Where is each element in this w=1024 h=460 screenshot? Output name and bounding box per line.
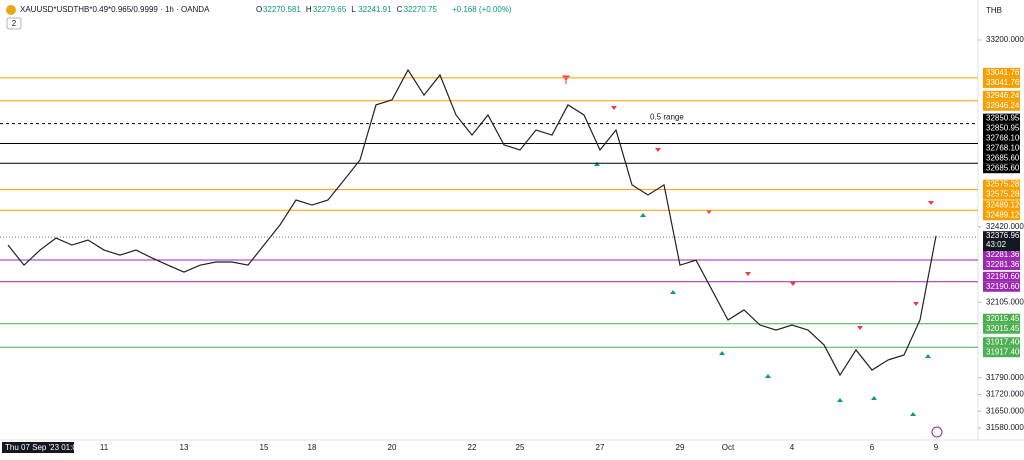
level-label: 32190.606 (986, 272, 1024, 281)
level-label: 32575.286 (986, 190, 1024, 199)
level-label-box (983, 90, 1020, 101)
level-label-box (983, 313, 1020, 324)
level-label: 32946.245 (986, 101, 1024, 110)
level-label-box (983, 189, 1020, 200)
x-tick-label: 13 (180, 443, 189, 452)
y-tick-label: 32420.000 (986, 222, 1024, 231)
x-tick-label: 6 (870, 443, 875, 452)
level-label: 32850.958 (986, 114, 1024, 123)
ohlc-value: 32270.75 (404, 5, 438, 14)
pane-badge[interactable]: 2 (12, 19, 17, 28)
price-line (7, 68, 937, 377)
y-tick-label: 31720.000 (986, 390, 1024, 399)
level-label: 31917.400 (986, 337, 1024, 346)
ohlc-label: H (306, 5, 312, 14)
x-tick-label: 15 (260, 443, 269, 452)
change: +0.168 (+0.00%) (452, 5, 512, 14)
buy-arrows (594, 162, 931, 416)
x-tick-label: 20 (388, 443, 397, 452)
ohlc-values: O 32270.581 H 32279.65 L 32241.91 C 32270.75 (256, 5, 437, 14)
event-marker[interactable] (931, 426, 943, 438)
last-price-label: 32376.963 (986, 231, 1024, 240)
level-label-box (983, 153, 1020, 164)
level-label: 32489.120 (986, 200, 1024, 209)
level-label-box (983, 347, 1020, 358)
level-label: 32489.120 (986, 210, 1024, 219)
level-label-box (983, 200, 1020, 211)
x-tick-label: 27 (596, 443, 605, 452)
level-label-box (983, 250, 1020, 261)
ohlc-value: 32241.91 (358, 5, 392, 14)
x-tick-label: 18 (308, 443, 317, 452)
level-label: 32575.286 (986, 180, 1024, 189)
level-label-box (983, 133, 1020, 144)
level-label-box (983, 260, 1020, 271)
level-note: 0.5 range (650, 113, 684, 122)
x-tick-label: 9 (934, 443, 939, 452)
level-label: 32946.245 (986, 91, 1024, 100)
level-label-box (983, 337, 1020, 348)
symbol-title: XAUUSD*USDTHB*0.49*0.965/0.9999 · 1h · O… (20, 5, 210, 14)
level-label-box (983, 210, 1020, 221)
level-label: 31917.400 (986, 347, 1024, 356)
countdown: 43:02 (986, 240, 1007, 249)
pane-badge-box[interactable] (6, 17, 22, 30)
y-tick-label: 32105.000 (986, 297, 1024, 306)
level-label: 33041.769 (986, 78, 1024, 87)
y-tick-label: 31650.000 (986, 406, 1024, 415)
level-label: 32281.367 (986, 260, 1024, 269)
x-tick-label: 11 (100, 443, 109, 452)
level-label-box (983, 179, 1020, 190)
level-label: 32685.601 (986, 163, 1024, 172)
x-tick-label: 25 (516, 443, 525, 452)
ohlc-value: 32270.581 (263, 5, 301, 14)
level-label: 32850.958 (986, 124, 1024, 133)
level-label-box (983, 271, 1020, 282)
x-tick-label: Oct (722, 443, 735, 452)
sell-arrows (562, 75, 934, 330)
ohlc-label: L (351, 5, 356, 14)
currency: THB (986, 6, 1002, 15)
x-label-box (2, 442, 74, 453)
level-label: 32015.451 (986, 314, 1024, 323)
level-label: 32768.100 (986, 134, 1024, 143)
ohlc-label: C (397, 5, 403, 14)
last-price-box (983, 231, 1020, 252)
level-label: 32015.451 (986, 324, 1024, 333)
symbol-icon (6, 5, 16, 15)
level-label-box (983, 100, 1020, 111)
y-tick-label: 31790.000 (986, 373, 1024, 382)
x-tick-label: 22 (468, 443, 477, 452)
level-label: 32685.601 (986, 153, 1024, 162)
level-label: 32281.367 (986, 250, 1024, 259)
level-label-box (983, 143, 1020, 154)
level-label-box (983, 281, 1020, 292)
level-label-box (983, 123, 1020, 134)
level-label: 33041.769 (986, 68, 1024, 77)
level-label: 32190.606 (986, 282, 1024, 291)
y-tick-label: 31580.000 (986, 423, 1024, 432)
level-label-box (983, 163, 1020, 174)
x-tick-label: 4 (790, 443, 795, 452)
y-tick-label: 33200.000 (986, 35, 1024, 44)
level-label-box (983, 113, 1020, 124)
x-tick-label: Thu 07 Sep '23 01:00 (5, 443, 82, 452)
level-label-box (983, 323, 1020, 334)
ohlc-label: O (256, 5, 262, 14)
ohlc-value: 32279.65 (313, 5, 347, 14)
level-label-box (983, 77, 1020, 88)
level-label-box (983, 67, 1020, 78)
x-tick-label: 29 (676, 443, 685, 452)
level-label: 32768.100 (986, 144, 1024, 153)
